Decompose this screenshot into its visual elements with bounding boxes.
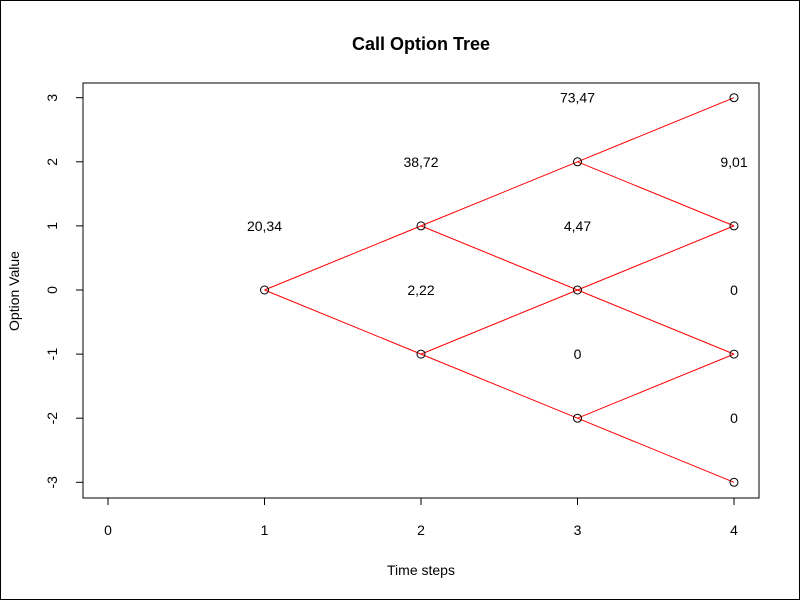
y-tick-label-4: 1	[44, 222, 60, 230]
y-tick-label-5: 2	[44, 158, 60, 166]
tree-node-0	[260, 285, 269, 295]
tree-edge-8	[577, 225, 735, 291]
value-label-8: 0	[730, 410, 738, 426]
y-tick-label-3: 0	[44, 286, 60, 294]
x-tick-label-2: 2	[417, 522, 425, 538]
value-label-5: 0	[574, 346, 582, 362]
value-label-6: 9,01	[720, 154, 747, 170]
y-tick-label-6: 3	[44, 94, 60, 102]
tree-edge-7	[577, 161, 735, 227]
x-axis-label: Time steps	[387, 562, 455, 578]
value-label-7: 0	[730, 282, 738, 298]
value-label-1: 38,72	[403, 154, 438, 170]
tree-node-6	[729, 93, 739, 103]
value-label-0: 20,34	[247, 218, 282, 234]
tree-edge-5	[420, 353, 578, 419]
x-axis: 0 1 2 3 4	[104, 497, 738, 538]
value-label-2: 2,22	[407, 282, 434, 298]
tree-node-2	[416, 349, 426, 359]
tree-node-4	[573, 285, 582, 295]
x-tick-label-3: 3	[574, 522, 582, 538]
chart-title: Call Option Tree	[352, 34, 490, 54]
value-label-4: 4,47	[564, 218, 591, 234]
tree-edge-9	[577, 289, 735, 355]
tree-edges	[264, 97, 735, 483]
tree-node-1	[416, 221, 426, 231]
tree-edge-6	[577, 97, 735, 163]
tree-edge-1	[264, 289, 422, 355]
tree-edge-2	[420, 161, 578, 227]
tree-edge-0	[264, 225, 422, 291]
tree-node-3	[573, 157, 582, 167]
tree-node-7	[729, 221, 739, 231]
value-labels: 20,34 38,72 2,22 73,47 4,47 0 9,01 0 0	[247, 90, 748, 427]
tree-node-5	[573, 413, 582, 423]
x-tick-label-4: 4	[730, 522, 738, 538]
tree-edge-4	[420, 289, 578, 355]
x-tick-label-1: 1	[261, 522, 269, 538]
y-tick-label-1: -2	[44, 412, 60, 425]
tree-node-9	[729, 477, 739, 487]
y-axis: -3 -2 -1 0 1 2 3	[44, 94, 84, 489]
tree-nodes	[260, 93, 739, 487]
value-label-3: 73,47	[560, 90, 595, 106]
tree-edge-11	[577, 417, 735, 483]
y-tick-label-0: -3	[44, 476, 60, 489]
tree-edge-10	[577, 353, 735, 419]
y-tick-label-2: -1	[44, 348, 60, 361]
tree-node-8	[729, 349, 739, 359]
x-tick-label-0: 0	[104, 522, 112, 538]
tree-edge-3	[420, 225, 578, 291]
y-axis-label: Option Value	[6, 251, 22, 331]
